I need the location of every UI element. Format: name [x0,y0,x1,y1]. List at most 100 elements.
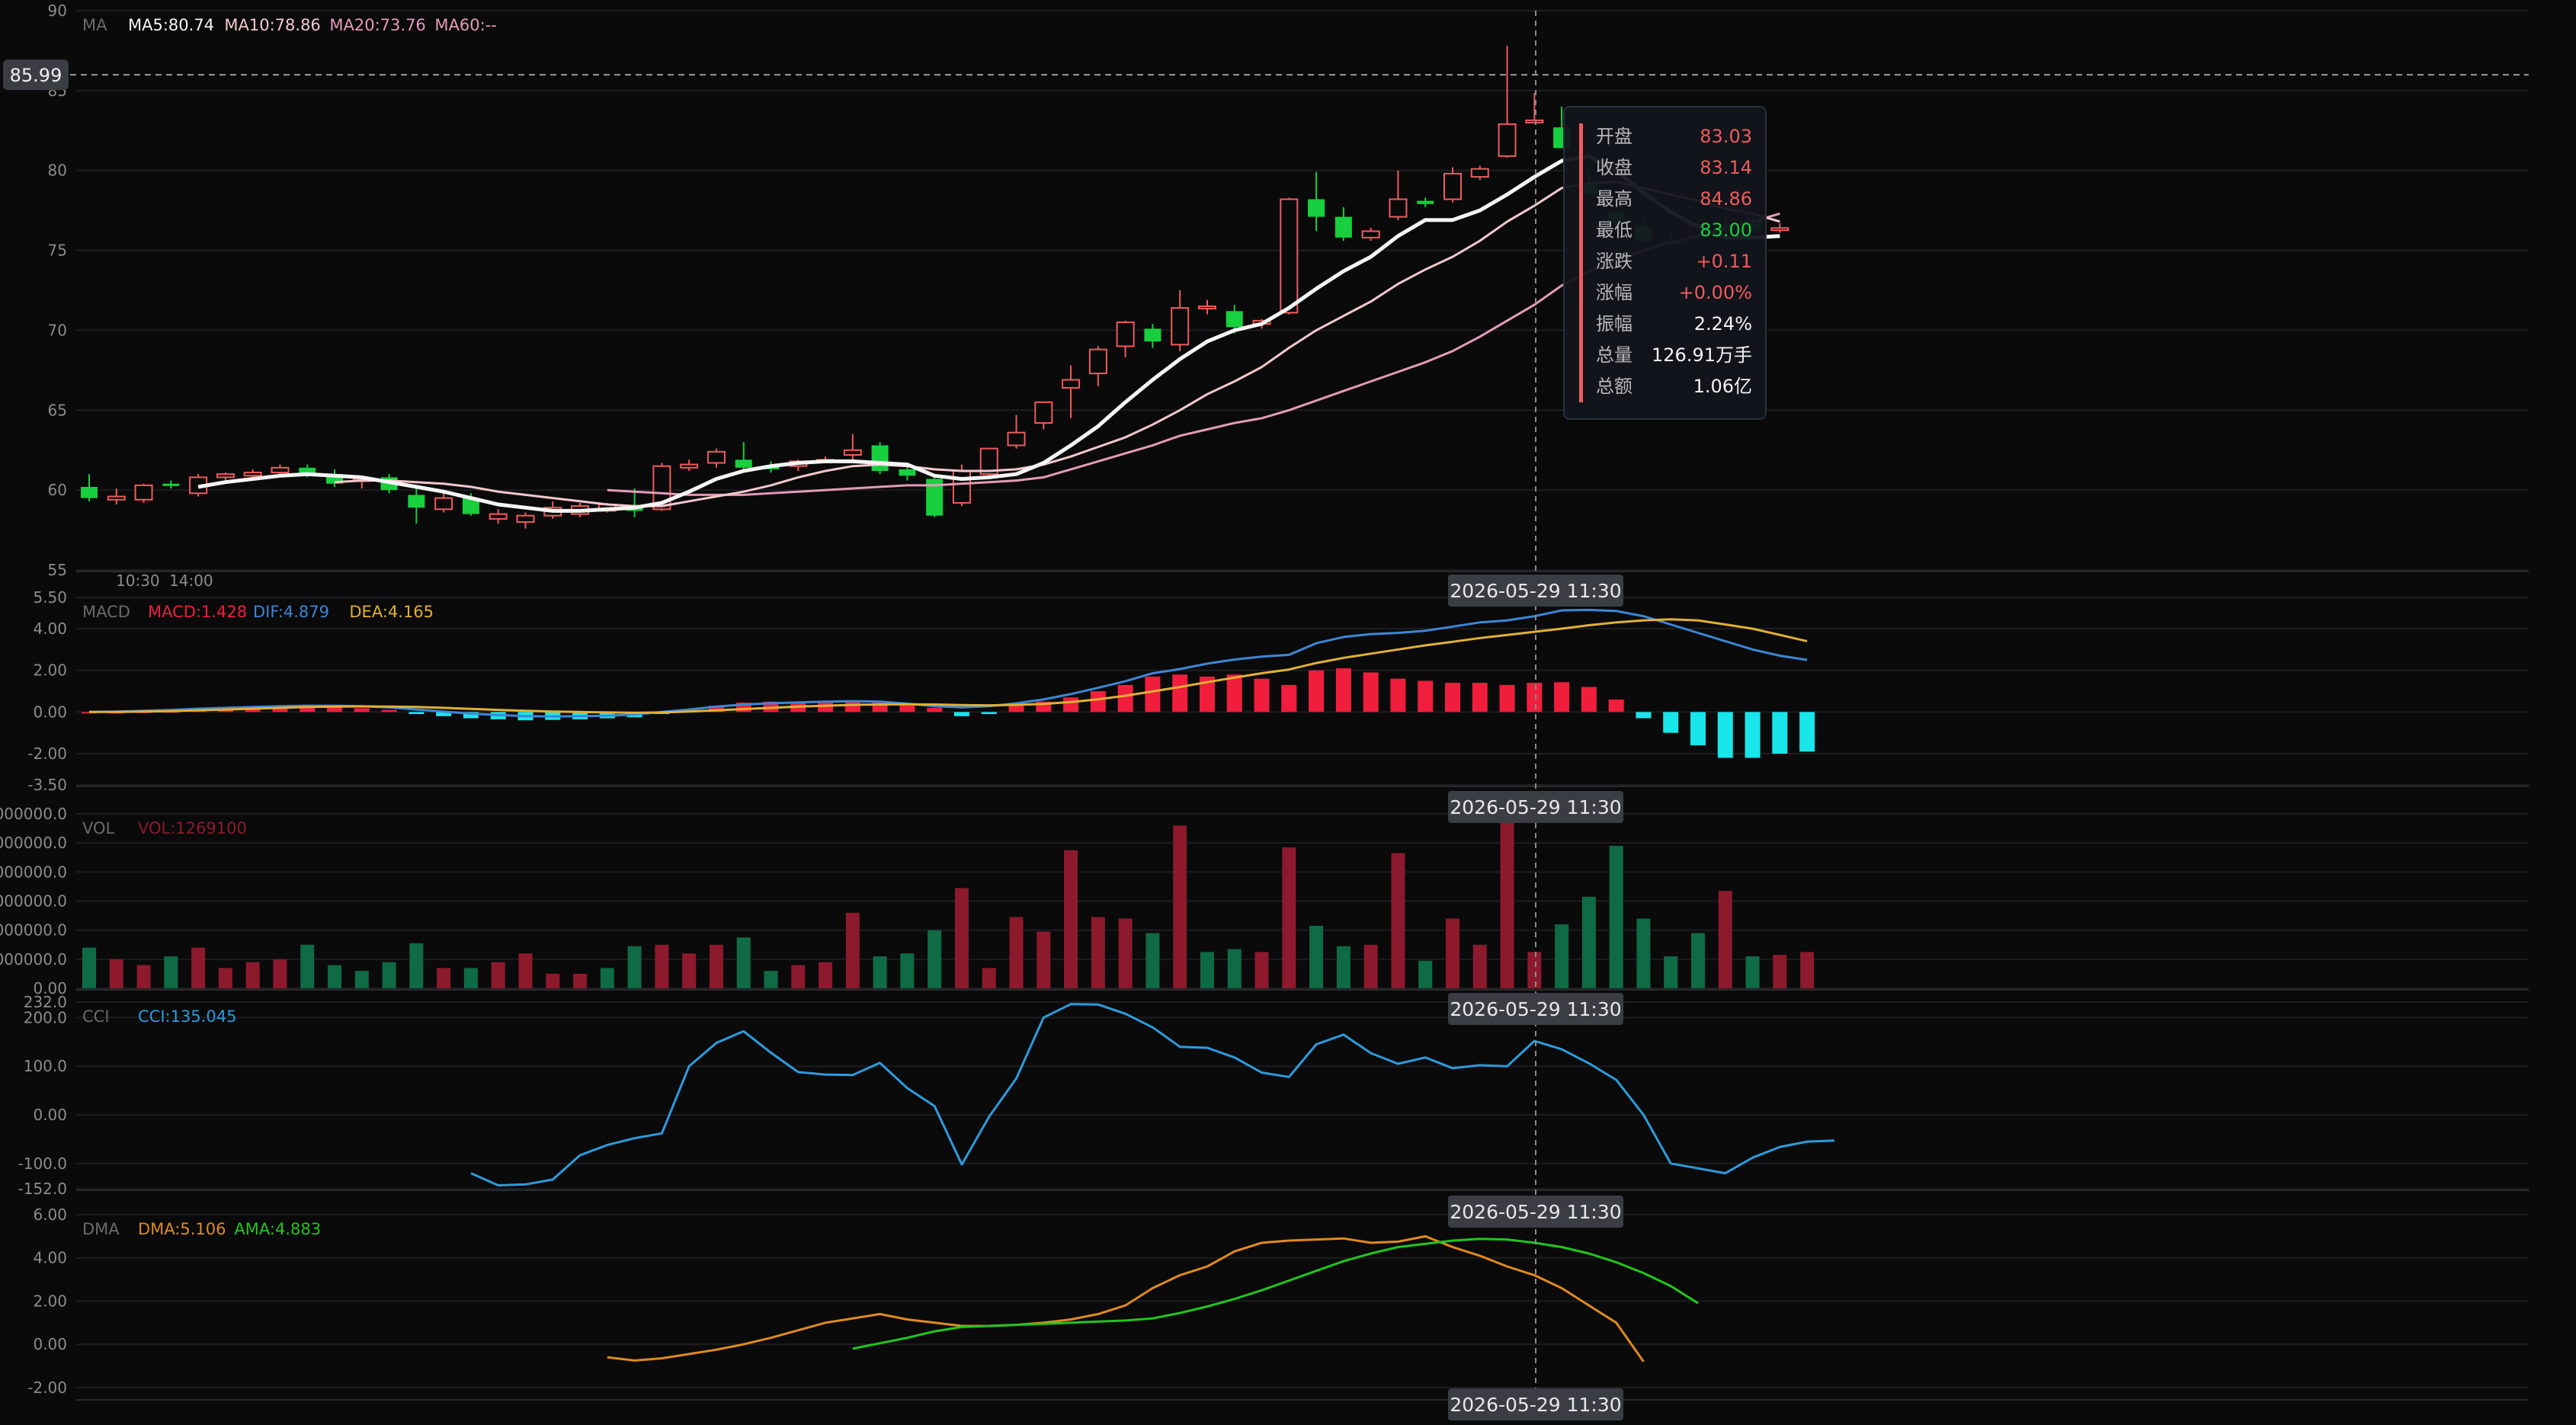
tooltip-value-8: 1.06亿 [1693,376,1752,397]
cci-line [470,1003,1834,1186]
macd-bar-52 [1499,684,1515,712]
y-tick-label-0-4: 75 [48,242,67,260]
volume-bar-12 [409,943,424,988]
tooltip-label-6: 振幅 [1596,313,1632,335]
candle-body-7 [271,466,290,474]
volume-bar-40 [1173,825,1187,988]
y-tick-label-4-3: 0.00 [33,1335,67,1353]
candle-body-16 [516,514,535,524]
macd-bar-60 [1717,712,1733,758]
macd-bar-31 [927,707,943,712]
volume-bar-10 [354,971,369,988]
tooltip-value-0: 83.03 [1700,126,1752,147]
tooltip-label-3: 最低 [1596,219,1632,241]
candle-body-12 [408,495,425,508]
macd-bar-40 [1172,674,1188,712]
volume-bar-21 [655,944,669,988]
legend-name-2: VOL [82,819,115,837]
macd-bar-8 [300,707,316,712]
tooltip-value-2: 84.86 [1700,188,1752,210]
ama-line [852,1238,1699,1350]
y-tick-label-1-3: 0.00 [33,703,67,721]
tooltip-accent-bar [1579,123,1583,402]
candle-body-5 [216,473,235,479]
candle-body-8 [299,467,316,475]
candle-body-23 [706,450,726,464]
tooltip-value-7: 126.91万手 [1652,344,1752,366]
candle-body-1 [107,495,126,501]
y-tick-label-2-2: 2000000.0 [0,921,67,940]
y-tick-label-1-5: -3.50 [27,776,67,794]
candle-body-6 [243,472,262,477]
y-tick-label-0-0: 55 [48,561,67,579]
macd-bar-41 [1199,676,1215,712]
macd-bar-53 [1527,683,1543,712]
macd-bar-38 [1117,684,1133,712]
volume-bar-28 [845,912,860,988]
volume-bar-19 [600,968,614,988]
price-marker-box [3,59,69,91]
y-tick-label-0-3: 70 [48,321,67,339]
volume-bar-17 [546,973,560,988]
y-tick-label-3-2: 100.0 [24,1057,67,1075]
volume-bar-36 [1064,850,1078,988]
candle-body-38 [1116,321,1135,347]
volume-bar-60 [1718,891,1732,988]
legend-item-0-3: MA60:-- [434,16,496,34]
y-tick-label-2-6: 6000000.0 [0,805,67,823]
volume-bar-43 [1254,952,1269,988]
macd-bar-47 [1363,672,1379,712]
legend-item-1-1: DIF:4.879 [253,603,329,621]
volume-bar-56 [1609,845,1623,988]
macd-bar-59 [1690,712,1706,746]
legend-item-3-0: CCI:135.045 [138,1007,236,1026]
y-tick-label-3-5: -152.0 [18,1180,67,1198]
volume-bar-62 [1773,955,1787,988]
volume-bar-57 [1636,918,1651,988]
candle-body-62 [1770,227,1789,232]
volume-bar-50 [1446,918,1459,988]
volume-bar-16 [518,953,533,988]
tooltip-label-4: 涨跌 [1596,251,1632,272]
volume-bar-30 [900,953,915,988]
macd-bar-62 [1772,712,1788,754]
volume-bar-1 [109,959,123,988]
candle-body-36 [1062,379,1081,389]
candle-body-31 [926,479,944,516]
volume-bar-6 [245,962,260,988]
macd-bar-54 [1554,682,1570,712]
chart-marks [81,46,1834,1363]
macd-bar-61 [1745,712,1761,758]
volume-bar-32 [954,888,969,988]
y-tick-label-4-1: 4.00 [33,1249,67,1267]
volume-bar-46 [1336,946,1350,988]
candle-body-53 [1525,119,1544,123]
candle-body-14 [462,498,479,514]
volume-bar-35 [1036,931,1051,988]
macd-bar-50 [1445,683,1460,712]
volume-bar-61 [1745,956,1760,988]
candle-body-15 [489,513,508,520]
candle-body-24 [735,460,752,468]
legend-item-1-2: DEA:4.165 [349,603,434,621]
candle-body-47 [1361,230,1380,239]
crosshair-date-box-3 [1448,1196,1623,1228]
candle-body-30 [899,469,916,476]
volume-bar-26 [791,965,806,988]
macd-bar-56 [1608,699,1624,712]
y-tick-label-3-3: 0.00 [33,1106,67,1124]
legend-item-4-0: DMA:5.106 [138,1220,226,1238]
candle-body-21 [652,465,671,511]
tooltip-label-8: 总额 [1596,376,1632,397]
tooltip-label-7: 总量 [1596,344,1632,366]
volume-bar-55 [1581,896,1596,988]
y-tick-label-2-5: 5000000.0 [0,834,67,852]
candle-body-51 [1470,168,1489,178]
legend-item-2-0: VOL:1269100 [138,819,247,837]
legend-item-4-1: AMA:4.883 [234,1220,321,1238]
macd-bar-46 [1335,668,1351,712]
candle-body-29 [871,445,889,471]
macd-bar-13 [436,712,452,716]
y-tick-label-0-5: 80 [48,162,67,180]
